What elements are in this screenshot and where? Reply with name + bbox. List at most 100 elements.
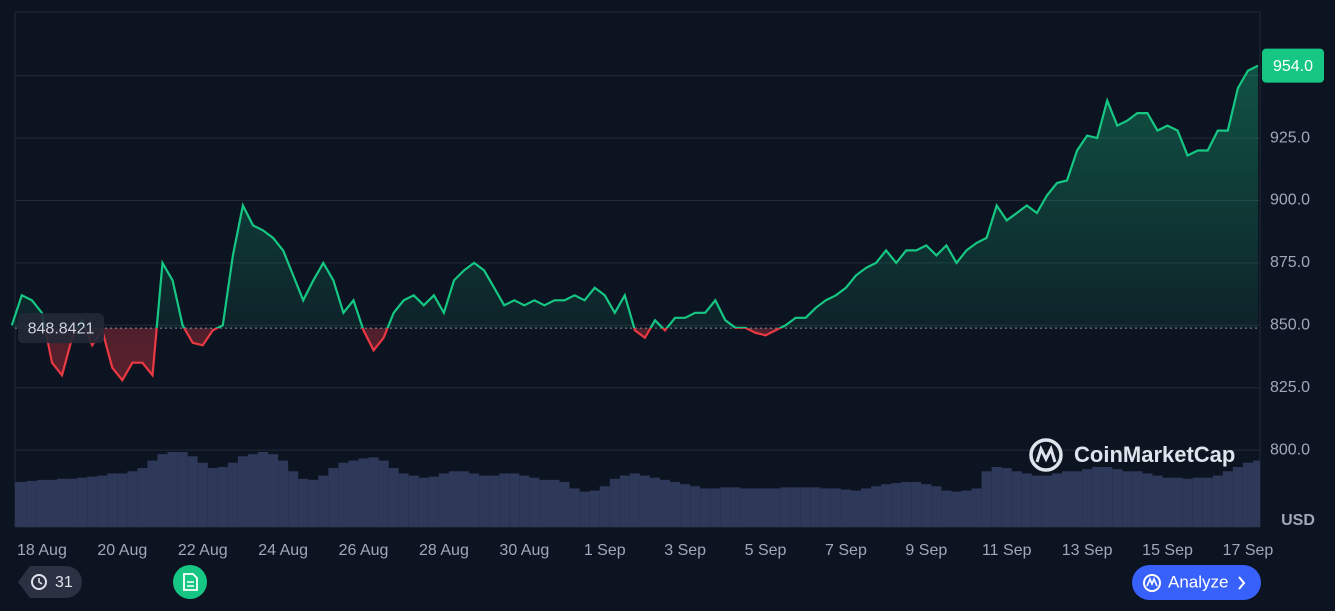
- volume-bar: [46, 479, 58, 527]
- volume-bar: [619, 475, 630, 527]
- volume-bar: [1031, 475, 1042, 527]
- volume-bar: [469, 473, 480, 527]
- volume-bar: [378, 460, 389, 527]
- volume-bar: [961, 490, 972, 527]
- volume-bar: [599, 486, 610, 527]
- volume-bar: [549, 479, 560, 527]
- volume-bar: [67, 478, 78, 527]
- volume-bar: [167, 452, 178, 527]
- volume-bar: [157, 454, 168, 527]
- volume-bar: [559, 482, 570, 527]
- volume-bar: [77, 477, 88, 527]
- volume-bar: [418, 477, 429, 527]
- volume-bar: [1001, 468, 1012, 527]
- volume-bar: [760, 488, 771, 527]
- volume-bar: [790, 487, 801, 527]
- volume-bar: [569, 488, 580, 527]
- baseline-label-box: [18, 313, 104, 344]
- x-tick-label: 26 Aug: [339, 542, 389, 559]
- price-line-up: [10, 64, 1259, 329]
- volume-bar: [1192, 477, 1203, 527]
- volume-bar: [489, 475, 500, 527]
- volume-bar: [931, 486, 942, 527]
- news-pill[interactable]: 31: [18, 566, 82, 598]
- volume-bar: [328, 468, 339, 527]
- volume-bar: [951, 491, 962, 527]
- volume-bar: [1232, 467, 1243, 527]
- volume-bar: [368, 457, 379, 527]
- watermark: CoinMarketCap: [1029, 438, 1235, 472]
- volume-bar: [509, 473, 520, 527]
- x-tick-label: 13 Sep: [1062, 542, 1113, 559]
- volume-bar: [680, 484, 691, 527]
- volume-bar: [237, 456, 248, 527]
- x-tick-label: 18 Aug: [17, 542, 67, 559]
- volume-bar: [227, 462, 238, 527]
- volume-bar: [127, 471, 138, 527]
- news-icon[interactable]: [173, 565, 207, 599]
- volume-bar: [850, 490, 862, 527]
- volume-bar: [318, 475, 329, 527]
- volume-bar: [1112, 469, 1123, 527]
- volume-bar: [1252, 460, 1260, 527]
- analyze-label: Analyze: [1168, 572, 1228, 591]
- volume-bar: [911, 482, 922, 527]
- volume-bar: [1122, 471, 1133, 527]
- y-tick-label: 900.0: [1270, 192, 1310, 209]
- volume-bar: [217, 467, 228, 527]
- x-tick-label: 20 Aug: [97, 542, 147, 559]
- baseline-label: 848.8421: [28, 320, 95, 337]
- volume-bar: [398, 473, 409, 527]
- volume-bar: [258, 452, 269, 527]
- volume-bar: [800, 487, 811, 527]
- x-tick-label: 1 Sep: [584, 542, 626, 559]
- volume-bar: [660, 479, 671, 527]
- volume-bar: [579, 491, 590, 527]
- volume-bar: [901, 482, 912, 527]
- volume-bar: [288, 471, 299, 527]
- volume-bar: [740, 488, 751, 527]
- volume-bar: [278, 460, 289, 527]
- volume-bar: [609, 478, 620, 527]
- volume-bar: [26, 480, 37, 527]
- volume-bar: [1172, 477, 1183, 527]
- volume-bar: [1072, 471, 1083, 527]
- volume-bar: [479, 475, 490, 527]
- x-tick-label: 5 Sep: [745, 542, 787, 559]
- volume-bar: [649, 477, 661, 527]
- volume-bar: [750, 488, 761, 527]
- volume-bar: [861, 488, 872, 527]
- volume-bar: [268, 454, 279, 527]
- volume-bar: [981, 471, 992, 527]
- volume-bar: [87, 476, 98, 527]
- volume-bar: [107, 473, 118, 527]
- volume-bar: [519, 475, 530, 527]
- volume-bar: [459, 471, 470, 527]
- volume-bar: [1182, 478, 1193, 527]
- volume-bar: [57, 478, 68, 527]
- volume-bar: [187, 456, 198, 527]
- watermark-text: CoinMarketCap: [1074, 442, 1235, 467]
- volume-bar: [690, 486, 701, 527]
- volume-bar: [428, 476, 439, 527]
- volume-bar: [830, 488, 841, 527]
- x-tick-label: 24 Aug: [258, 542, 308, 559]
- area-up: [11, 65, 1258, 329]
- x-tick-label: 28 Aug: [419, 542, 469, 559]
- volume-bar: [1132, 471, 1143, 527]
- volume-bar: [1142, 473, 1153, 527]
- volume-bar: [1102, 467, 1113, 527]
- volume-bar: [991, 467, 1002, 527]
- volume-bar: [197, 462, 208, 527]
- volume-bar: [1162, 477, 1173, 527]
- volume-bar: [298, 478, 309, 527]
- analyze-button[interactable]: Analyze: [1132, 565, 1261, 600]
- volume-bar: [137, 468, 148, 527]
- x-tick-label: 30 Aug: [499, 542, 549, 559]
- y-tick-label: 925.0: [1270, 129, 1310, 146]
- volume-bar: [1041, 475, 1052, 527]
- volume-bar: [710, 488, 721, 527]
- volume-bar: [730, 487, 741, 527]
- volume-bar: [840, 489, 851, 527]
